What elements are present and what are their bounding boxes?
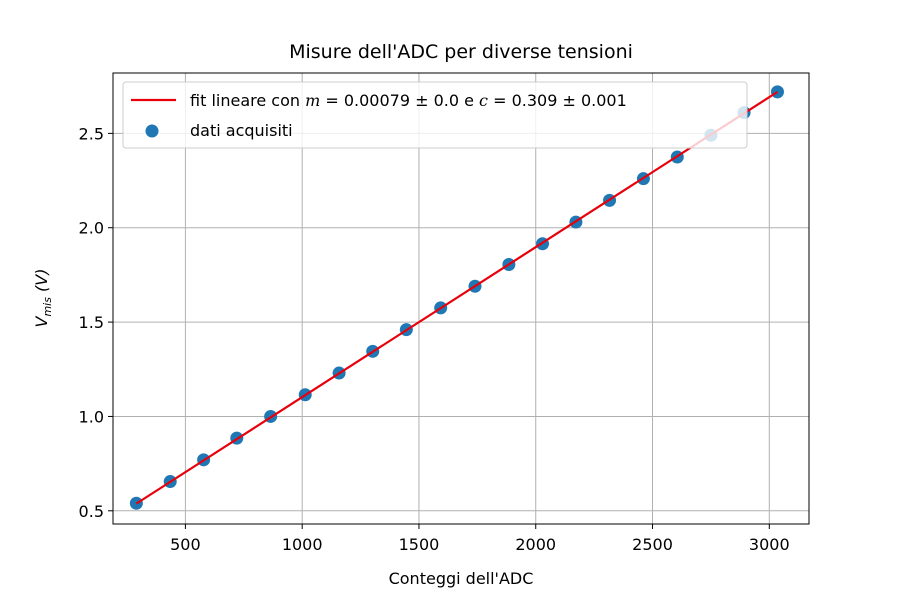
x-tick-label: 1500 <box>399 535 440 554</box>
x-tick-label: 3000 <box>749 535 790 554</box>
chart-title: Misure dell'ADC per diverse tensioni <box>289 41 633 63</box>
x-tick-label: 500 <box>170 535 201 554</box>
legend-box <box>122 81 748 149</box>
legend-fit-label: fit lineare con m = 0.00079 ± 0.0 e c = … <box>190 91 627 110</box>
x-axis-label: Conteggi dell'ADC <box>389 569 534 588</box>
legend-fit-prefix: fit lineare con <box>190 91 305 110</box>
legend-data-marker <box>145 124 159 138</box>
y-axis-label-sub: mis <box>41 297 54 317</box>
y-tick-label: 2.5 <box>79 124 104 143</box>
legend-data-label: dati acquisiti <box>190 121 293 140</box>
x-tick-label: 1000 <box>282 535 323 554</box>
legend-fit-m-value: = 0.00079 ± 0.0 e <box>320 91 479 110</box>
axes-frame <box>112 72 810 525</box>
x-axis: 500 1000 1500 2000 2500 3000 <box>170 524 790 554</box>
y-tick-label: 1.0 <box>79 407 104 426</box>
y-tick-label: 0.5 <box>79 502 104 521</box>
x-tick-label: 2000 <box>515 535 556 554</box>
y-axis-label: Vmis (V) <box>32 269 54 328</box>
legend-fit-c-value: = 0.309 ± 0.001 <box>488 91 627 110</box>
legend-fit-m-symbol: m <box>305 91 320 110</box>
y-axis: 0.5 1.0 1.5 2.0 2.5 <box>79 124 113 521</box>
legend: fit lineare con m = 0.00079 ± 0.0 e c = … <box>122 81 748 149</box>
y-tick-label: 1.5 <box>79 313 104 332</box>
y-tick-label: 2.0 <box>79 219 104 238</box>
y-axis-label-unit: (V) <box>32 269 51 298</box>
fit-line <box>135 90 779 505</box>
y-axis-label-main: V <box>32 315 51 327</box>
x-tick-label: 2500 <box>632 535 673 554</box>
legend-fit-c-symbol: c <box>479 91 488 110</box>
